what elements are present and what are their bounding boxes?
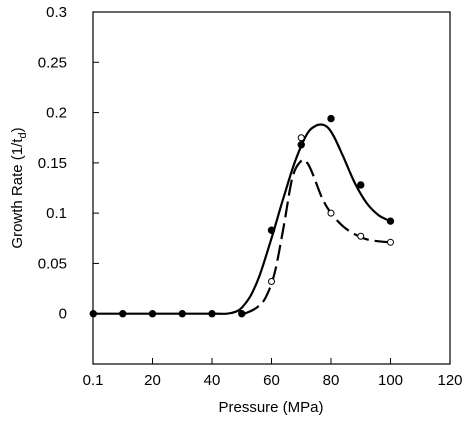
open-data-point [297,134,305,142]
x-tick-label: 0.1 [83,372,104,389]
data-points [89,114,395,318]
filled-data-point [297,141,305,149]
solid-fit-curve [93,123,391,315]
y-axis-label-subscript: d [17,132,29,138]
y-axis-label-close: ) [9,127,26,132]
y-tick-label: 0.2 [46,105,67,122]
y-tick-label: 0.05 [38,255,67,272]
open-data-point [327,209,335,217]
y-axis-label-main: Growth Rate (1/t [9,138,26,249]
open-data-point [357,232,365,240]
x-tick-label: 60 [263,372,280,389]
y-tick-label: 0.3 [46,4,67,21]
filled-data-point [89,310,97,318]
filled-data-point [357,181,365,189]
x-tick-label: 80 [323,372,340,389]
filled-data-point [327,114,335,123]
axis-ticks: 0.1 20 40 60 80 100 120 0 0.05 0.1 0.15 0.2 0.25 0.3 [38,4,463,389]
x-tick-label: 20 [144,372,161,389]
open-data-point [268,278,275,286]
y-tick-label: 0 [59,306,67,323]
open-data-point [387,238,394,246]
y-axis-label: Growth Rate (1/td) [9,127,29,248]
filled-data-point [148,310,157,318]
filled-data-point [267,226,276,234]
filled-data-point [119,310,127,318]
filled-data-point [208,310,216,318]
fit-curves [93,123,391,315]
y-tick-label: 0.15 [38,155,67,172]
x-tick-label: 40 [204,372,221,389]
filled-data-point [386,217,395,225]
y-tick-label: 0.25 [38,54,67,71]
filled-data-point [238,310,246,318]
y-tick-label: 0.1 [46,205,67,222]
x-axis-label: Pressure (MPa) [218,399,323,416]
filled-data-point [178,310,186,318]
dashed-fit-curve [244,158,391,315]
x-tick-label: 100 [378,372,403,389]
plot-frame [92,11,451,365]
x-tick-label: 120 [437,372,462,389]
